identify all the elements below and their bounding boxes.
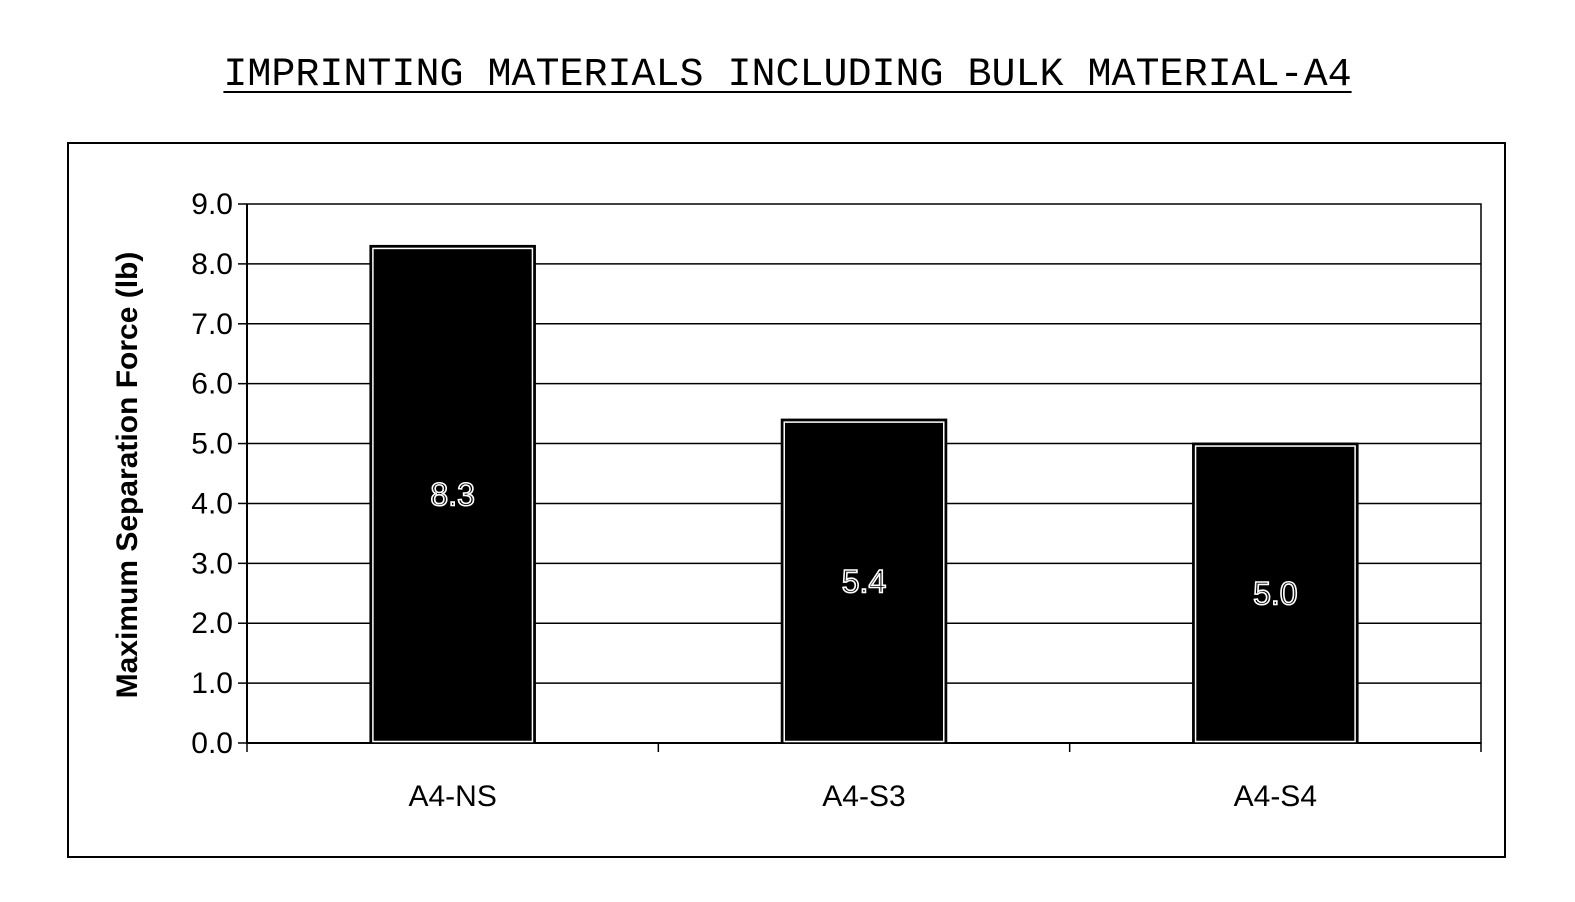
chart-title-text: IMPRINTING MATERIALS INCLUDING BULK MATE… [223, 53, 1352, 98]
x-category-label: A4-NS [408, 780, 496, 813]
x-category-label: A4-S4 [1234, 780, 1317, 813]
bar-outline [783, 421, 945, 743]
y-tick-label: 5.0 [191, 428, 233, 461]
bar-outline [372, 247, 534, 743]
y-tick-label: 3.0 [191, 547, 233, 580]
y-tick-label: 9.0 [191, 188, 233, 221]
data-label: 8.3 [430, 476, 474, 512]
y-tick-label: 0.0 [191, 727, 233, 760]
y-tick-label: 4.0 [191, 487, 233, 520]
bar [780, 418, 948, 744]
bar [369, 244, 536, 745]
y-tick-label: 7.0 [191, 308, 233, 341]
data-label: 5.4 [842, 563, 886, 599]
y-tick-label: 6.0 [191, 368, 233, 401]
bar [1192, 442, 1359, 744]
y-tick-label: 8.0 [191, 248, 233, 281]
chart-frame [67, 142, 1506, 858]
data-label: 5.0 [1253, 575, 1297, 611]
chart-title: IMPRINTING MATERIALS INCLUDING BULK MATE… [0, 54, 1575, 98]
y-tick-label: 2.0 [191, 607, 233, 640]
x-category-label: A4-S3 [822, 780, 905, 813]
y-tick-label: 1.0 [191, 667, 233, 700]
bar-outline [1194, 445, 1356, 743]
